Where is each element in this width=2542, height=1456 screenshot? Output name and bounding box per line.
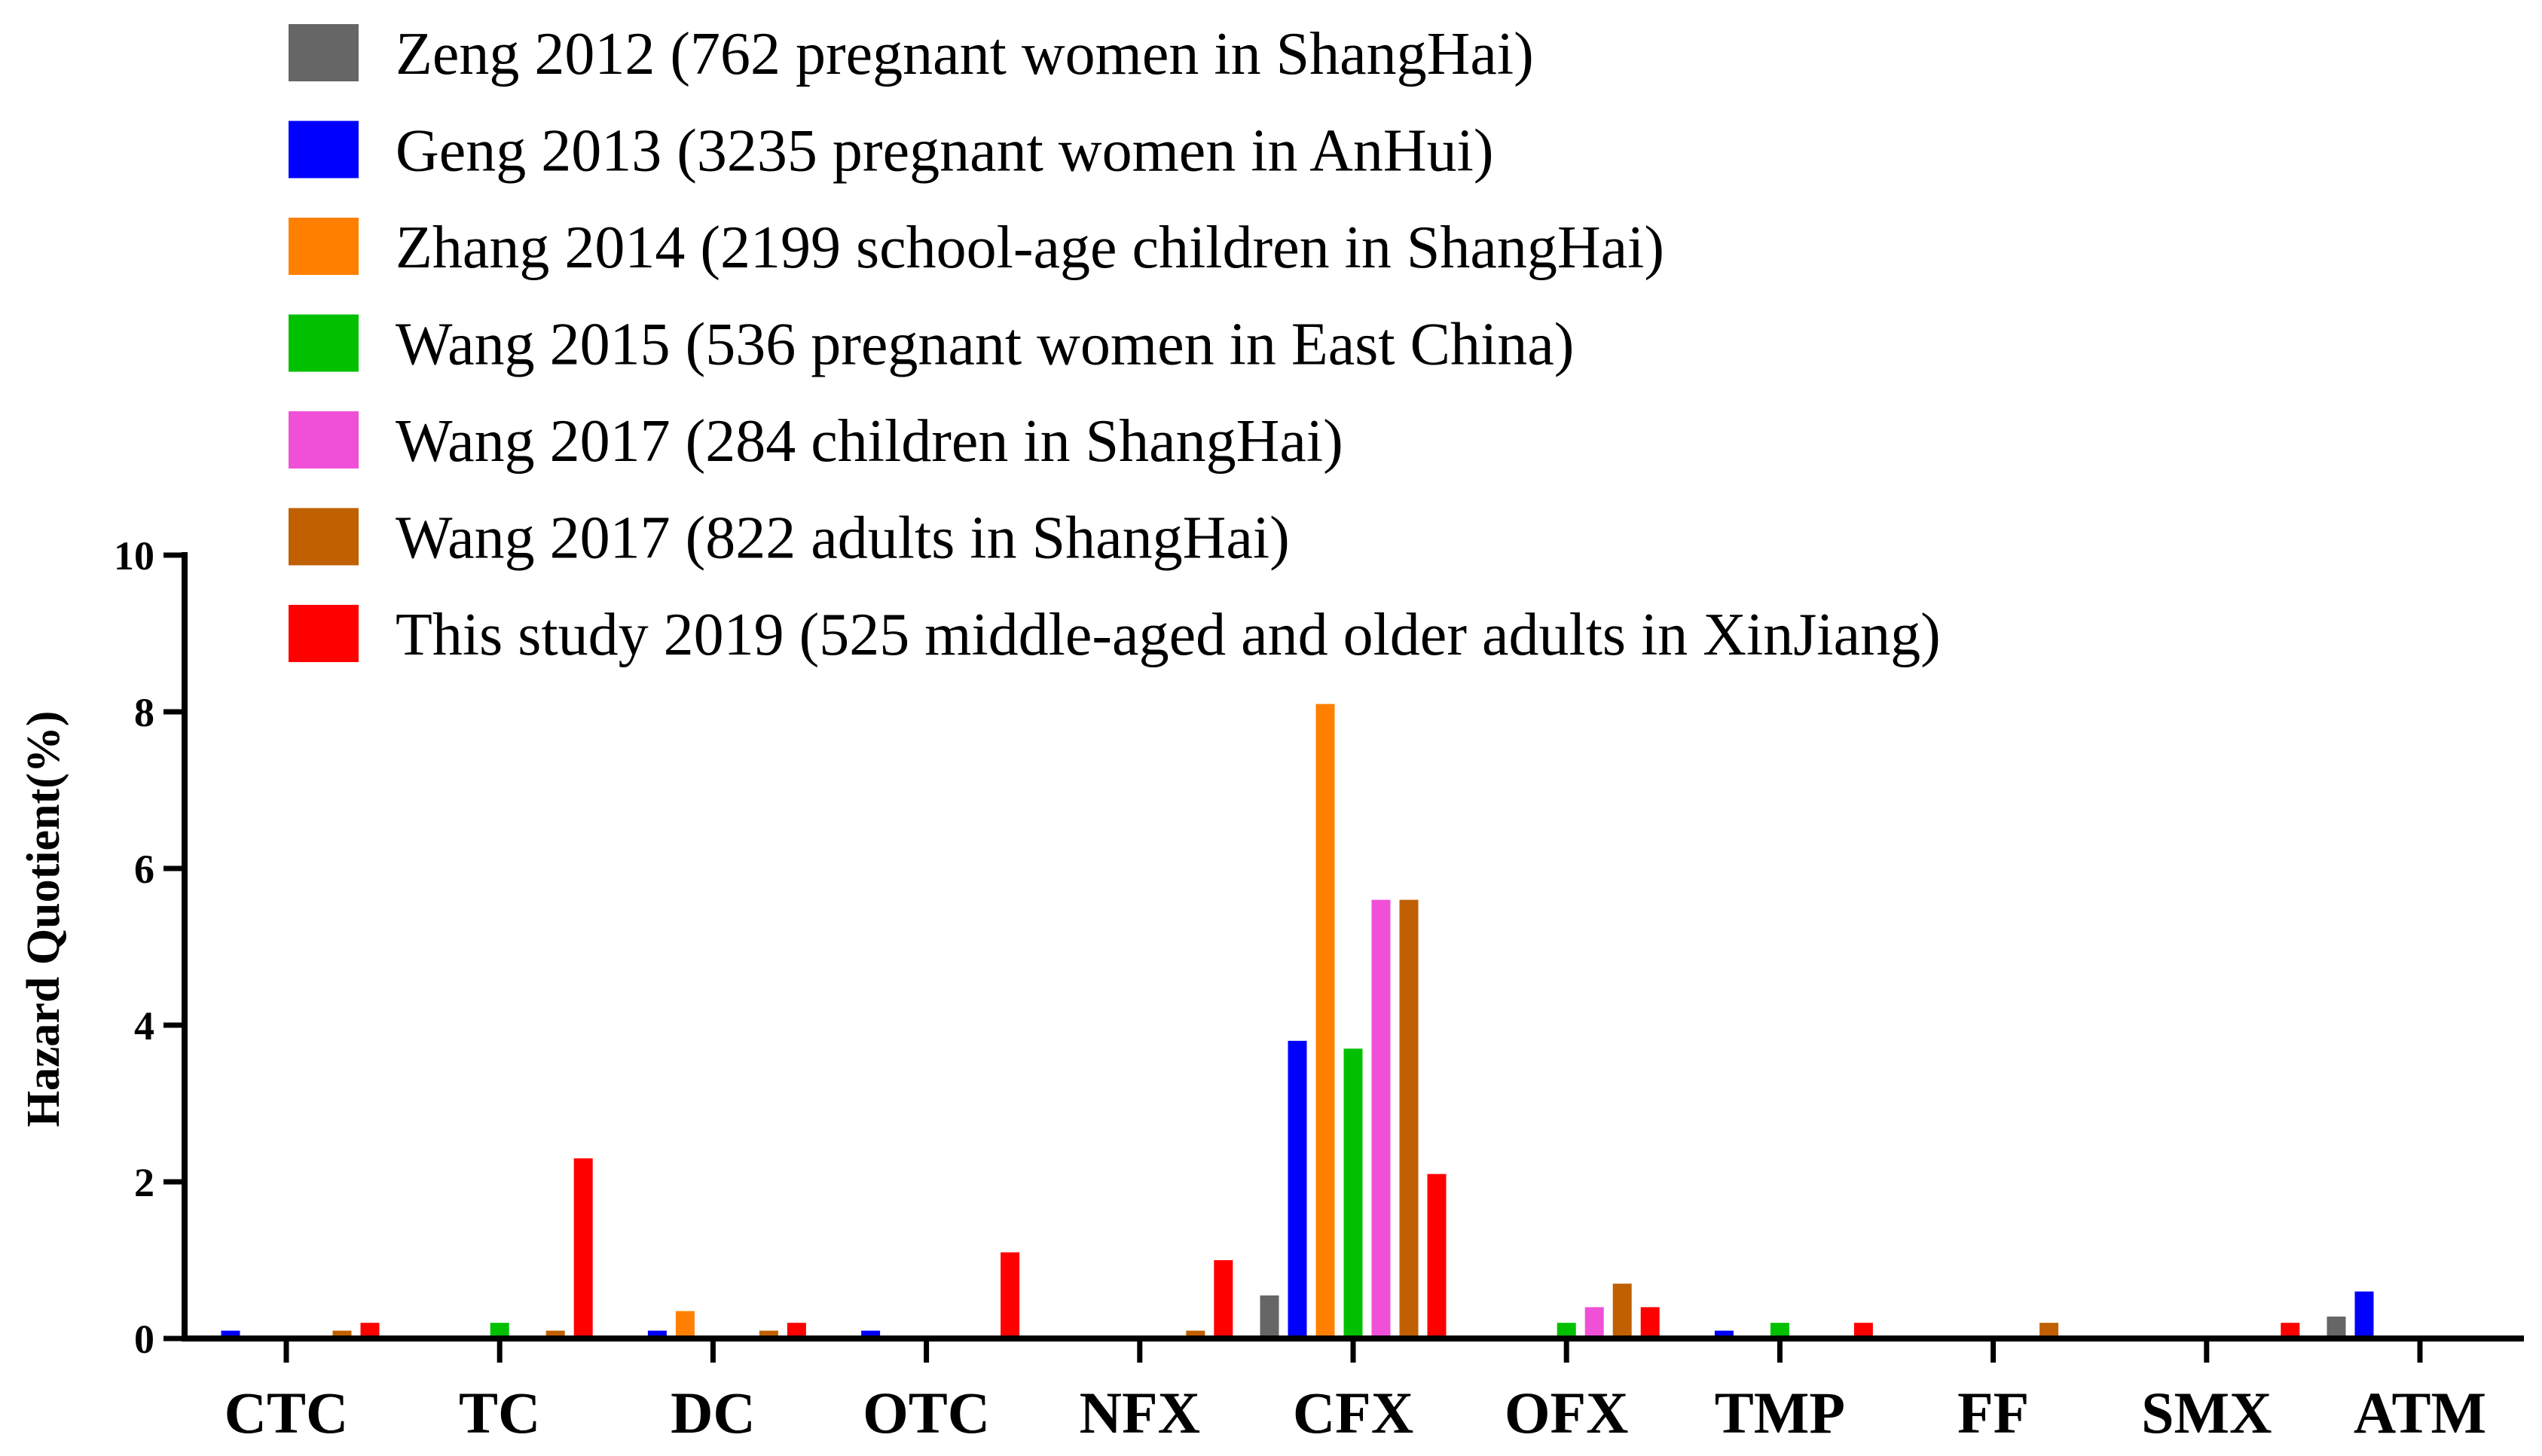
bar-tc-series-6: [545, 1330, 565, 1338]
legend-label-4: Wang 2015 (536 pregnant women in East Ch…: [396, 312, 1574, 378]
bar-cfx-series-3: [1315, 704, 1335, 1338]
bar-tmp-series-7: [1853, 1323, 1873, 1338]
bar-atm-series-1: [2327, 1316, 2346, 1338]
x-tick-label-tc: TC: [459, 1380, 540, 1445]
x-tick-label-otc: OTC: [863, 1380, 990, 1445]
bar-ctc-series-7: [360, 1323, 380, 1338]
bar-cfx-series-6: [1399, 899, 1419, 1338]
bar-dc-series-2: [647, 1330, 667, 1338]
bar-nfx-series-6: [1186, 1330, 1205, 1338]
y-tick-label-10: 10: [114, 533, 154, 578]
bar-tc-series-7: [573, 1158, 593, 1338]
axes: 0 2 4 6 8 10 CTC TC DC OTC NFX CFX OFX TMP FF SMX ATM: [114, 533, 2524, 1445]
y-axis-title: Hazard Quotient(%): [18, 711, 69, 1128]
bar-dc-series-3: [675, 1311, 695, 1338]
x-tick-label-atm: ATM: [2354, 1380, 2486, 1445]
legend-label-3: Zhang 2014 (2199 school-age children in …: [396, 215, 1664, 281]
bars: [221, 704, 2374, 1338]
bar-ctc-series-6: [332, 1330, 352, 1338]
bar-cfx-series-4: [1343, 1049, 1363, 1338]
bar-ff-series-6: [2039, 1323, 2059, 1338]
bar-ofx-series-6: [1612, 1284, 1632, 1338]
y-tick-label-6: 6: [134, 847, 154, 892]
bar-otc-series-2: [861, 1330, 881, 1338]
legend-swatch-7: [289, 605, 359, 662]
bar-smx-series-7: [2281, 1323, 2300, 1338]
legend-label-6: Wang 2017 (822 adults in ShangHai): [396, 505, 1290, 572]
bar-cfx-series-1: [1260, 1295, 1279, 1338]
legend-swatch-2: [289, 121, 359, 179]
x-tick-label-dc: DC: [671, 1380, 756, 1445]
legend-label-5: Wang 2017 (284 children in ShangHai): [396, 408, 1343, 475]
x-tick-label-ff: FF: [1957, 1380, 2029, 1445]
x-tick-label-cfx: CFX: [1293, 1380, 1413, 1445]
bar-dc-series-6: [759, 1330, 778, 1338]
legend-swatch-1: [289, 24, 359, 81]
x-tick-label-ofx: OFX: [1505, 1380, 1629, 1445]
bar-cfx-series-5: [1371, 899, 1391, 1338]
bar-tc-series-4: [490, 1323, 509, 1338]
bar-ofx-series-5: [1584, 1307, 1604, 1338]
legend: Zeng 2012 (762 pregnant women in ShangHa…: [289, 21, 1941, 668]
bar-ofx-series-7: [1640, 1307, 1660, 1338]
x-tick-label-tmp: TMP: [1715, 1380, 1845, 1445]
legend-swatch-5: [289, 411, 359, 469]
bar-cfx-series-7: [1427, 1174, 1447, 1338]
legend-label-7: This study 2019 (525 middle-aged and old…: [396, 602, 1941, 668]
bar-atm-series-2: [2354, 1291, 2374, 1338]
bar-ctc-series-2: [221, 1330, 240, 1338]
bar-ofx-series-4: [1557, 1323, 1576, 1338]
bar-nfx-series-7: [1214, 1260, 1233, 1338]
bar-tmp-series-4: [1770, 1323, 1789, 1338]
legend-swatch-4: [289, 314, 359, 372]
x-tick-label-nfx: NFX: [1080, 1380, 1200, 1445]
legend-label-2: Geng 2013 (3235 pregnant women in AnHui): [396, 118, 1494, 185]
x-tick-label-ctc: CTC: [225, 1380, 349, 1445]
bar-tmp-series-2: [1714, 1330, 1734, 1338]
y-tick-label-8: 8: [134, 690, 154, 735]
y-tick-label-0: 0: [134, 1317, 154, 1362]
x-tick-label-smx: SMX: [2141, 1380, 2272, 1445]
legend-label-1: Zeng 2012 (762 pregnant women in ShangHa…: [396, 21, 1534, 87]
y-tick-label-2: 2: [134, 1160, 154, 1205]
legend-swatch-3: [289, 218, 359, 275]
legend-swatch-6: [289, 508, 359, 566]
bar-dc-series-7: [787, 1323, 806, 1338]
bar-cfx-series-2: [1288, 1040, 1307, 1338]
y-tick-label-4: 4: [134, 1003, 154, 1049]
bar-otc-series-7: [1001, 1252, 1020, 1338]
